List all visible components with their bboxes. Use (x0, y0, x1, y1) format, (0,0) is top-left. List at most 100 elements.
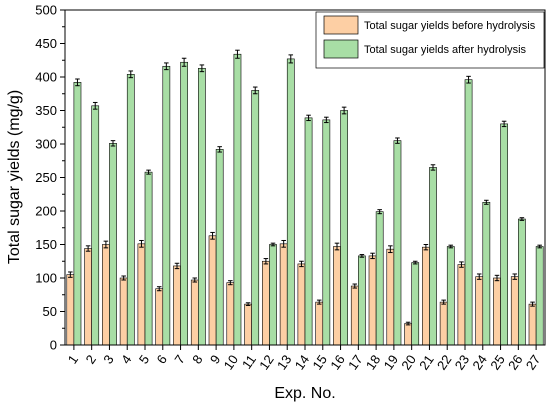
bar-after-hydrolysis (358, 255, 366, 346)
bar-after-hydrolysis (500, 123, 508, 346)
bar-before-hydrolysis (457, 264, 466, 346)
bar-before-hydrolysis (333, 246, 341, 346)
y-tick-label: 450 (35, 36, 57, 51)
legend-swatch-after (323, 39, 359, 59)
bar-after-hydrolysis (162, 65, 171, 346)
x-tick-label: 7 (171, 352, 187, 367)
bar-after-hydrolysis (269, 244, 277, 346)
x-tick-label: 17 (345, 352, 366, 372)
x-tick-label: 21 (416, 352, 437, 372)
legend-swatch-before (323, 15, 359, 35)
x-tick-label: 12 (256, 352, 277, 372)
bar-after-hydrolysis (340, 110, 348, 346)
y-tick-label: 400 (35, 70, 57, 85)
bar-after-hydrolysis (518, 218, 526, 346)
bar-before-hydrolysis (315, 301, 324, 346)
error-bars-layer (68, 49, 542, 326)
legend: Total sugar yields before hydrolysis Tot… (315, 11, 545, 69)
x-tick-label: 11 (239, 352, 259, 372)
bar-after-hydrolysis (446, 246, 455, 346)
bar-after-hydrolysis (286, 58, 295, 346)
bar-after-hydrolysis (144, 171, 153, 346)
x-tick-label: 2 (83, 352, 99, 367)
bar-after-hydrolysis (411, 262, 420, 346)
bar-before-hydrolysis (208, 235, 217, 346)
bar-after-hydrolysis (91, 105, 100, 346)
bar-before-hydrolysis (244, 303, 252, 346)
x-axis-title: Exp. No. (274, 385, 335, 402)
bar-before-hydrolysis (439, 301, 448, 346)
bar-after-hydrolysis (535, 246, 544, 346)
x-tick-label: 1 (65, 352, 81, 367)
bar-before-hydrolysis (119, 277, 128, 346)
bar-after-hydrolysis (126, 74, 135, 346)
y-tick-label: 250 (35, 170, 57, 185)
x-tick-label: 4 (118, 352, 134, 367)
bar-before-hydrolysis (475, 276, 484, 346)
bar-after-hydrolysis (233, 53, 242, 346)
bar-before-hydrolysis (510, 276, 519, 346)
x-tick-label: 8 (189, 352, 205, 367)
bar-before-hydrolysis (84, 248, 92, 346)
bar-after-hydrolysis (198, 67, 206, 346)
bar-before-hydrolysis (226, 282, 235, 346)
bar-before-hydrolysis (350, 285, 359, 346)
y-tick-label: 150 (35, 237, 57, 252)
bar-before-hydrolysis (190, 279, 199, 346)
bar-before-hydrolysis (279, 243, 288, 346)
bar-before-hydrolysis (66, 274, 75, 346)
x-tick-label: 25 (487, 352, 508, 372)
bar-after-hydrolysis (322, 119, 331, 346)
bar-before-hydrolysis (137, 243, 146, 346)
bar-after-hydrolysis (464, 79, 473, 346)
x-tick-label: 19 (381, 352, 402, 372)
x-tick-label: 26 (505, 352, 526, 372)
bars-layer (66, 53, 544, 346)
y-tick-label: 100 (35, 271, 57, 286)
bar-before-hydrolysis (368, 255, 377, 346)
bar-before-hydrolysis (297, 263, 306, 346)
bar-before-hydrolysis (493, 277, 501, 346)
y-tick-label: 500 (35, 3, 57, 18)
bar-before-hydrolysis (102, 244, 110, 346)
bar-before-hydrolysis (173, 265, 181, 346)
x-tick-label: 5 (136, 352, 152, 367)
bar-after-hydrolysis (109, 143, 117, 346)
bar-before-hydrolysis (155, 288, 164, 346)
x-tick-label: 22 (434, 352, 455, 372)
bar-before-hydrolysis (528, 303, 537, 346)
x-tick-label: 3 (100, 352, 116, 367)
x-tick-label: 20 (398, 352, 419, 372)
x-tick-label: 16 (327, 352, 348, 372)
legend-label-before: Total sugar yields before hydrolysis (364, 20, 536, 32)
x-tick-label: 13 (274, 352, 295, 372)
x-tick-label: 27 (523, 352, 544, 372)
x-tick-label: 15 (309, 352, 330, 372)
y-axis-title: Total sugar yields (mg/g) (6, 90, 23, 264)
y-axis: 0 50 100 150 200 250 300 350 400 450 500 (35, 3, 65, 353)
bar-after-hydrolysis (393, 140, 402, 346)
y-tick-label: 200 (35, 204, 57, 219)
bar-after-hydrolysis (482, 201, 491, 346)
x-tick-label: 23 (452, 352, 473, 372)
bar-before-hydrolysis (262, 260, 270, 346)
x-axis: 1 2 3 4 5 6 7 8 91011121314151617181920212223242… (65, 345, 544, 373)
bar-after-hydrolysis (429, 167, 437, 346)
x-tick-label: 18 (363, 352, 384, 372)
bar-before-hydrolysis (386, 248, 395, 346)
x-tick-label: 10 (221, 352, 242, 372)
y-tick-label: 300 (35, 137, 57, 152)
bar-after-hydrolysis (215, 149, 224, 346)
bar-before-hydrolysis (404, 323, 412, 346)
bar-after-hydrolysis (73, 82, 82, 346)
y-tick-label: 350 (35, 103, 57, 118)
bar-before-hydrolysis (422, 246, 430, 346)
x-tick-label: 6 (154, 352, 170, 367)
legend-label-after: Total sugar yields after hydrolysis (364, 44, 527, 56)
bar-after-hydrolysis (304, 117, 313, 346)
bar-after-hydrolysis (251, 90, 260, 346)
x-tick-label: 14 (292, 352, 313, 372)
y-tick-label: 50 (43, 304, 57, 319)
x-tick-label: 24 (469, 352, 490, 372)
